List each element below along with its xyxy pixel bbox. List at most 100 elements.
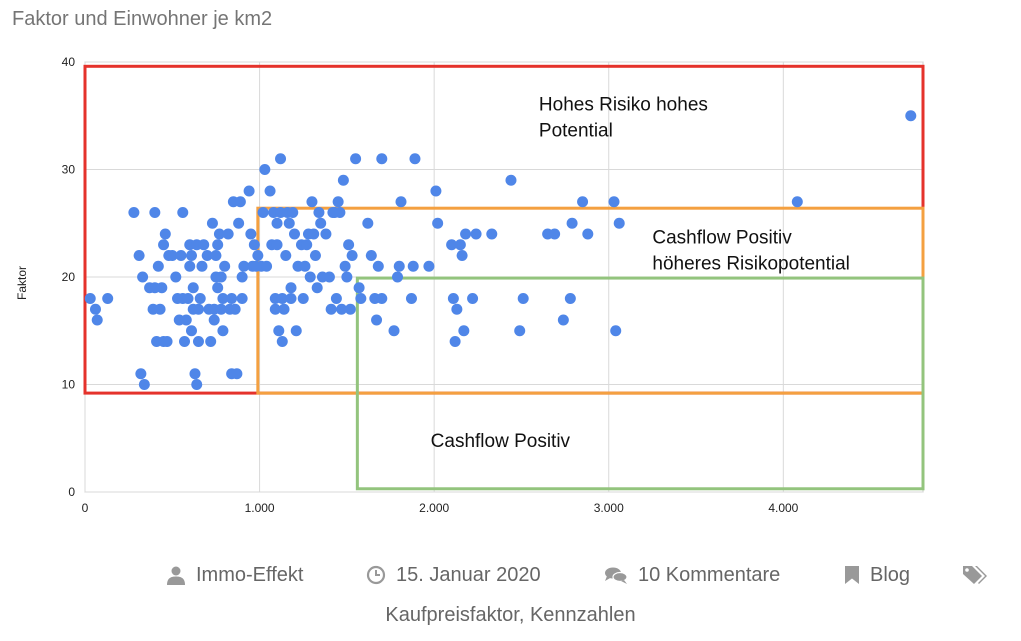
scatter-point [185,325,197,337]
x-tick-label: 4.000 [768,501,798,515]
scatter-point [205,336,217,347]
scatter-point [311,282,323,294]
x-tick-label: 3.000 [594,501,624,515]
scatter-point [201,250,213,261]
scatter-point [248,239,260,251]
scatter-point [217,325,229,337]
scatter-point [184,260,196,272]
scatter-point [213,228,225,240]
scatter-point [337,174,349,186]
scatter-point [175,250,187,261]
tag-link-kennzahlen[interactable]: Kennzahlen [529,604,636,626]
scatter-point [208,314,220,326]
scatter-point [350,153,362,165]
y-tick-label: 40 [62,55,76,69]
scatter-point [308,228,320,240]
scatter-point [323,271,335,283]
y-tick-label: 30 [62,163,76,177]
scatter-point [198,239,210,251]
scatter-point [343,239,355,251]
scatter-point [332,196,344,208]
scatter-point [376,293,388,304]
scatter-point [215,303,227,315]
scatter-point [505,174,517,186]
meta-author[interactable]: Immo-Effekt [166,560,303,590]
scatter-point [259,164,271,175]
scatter-point [285,293,297,304]
scatter-point [344,303,356,315]
scatter-point [189,368,201,380]
scatter-point [89,303,101,315]
scatter-point [102,293,114,304]
meta-comments-label[interactable]: 10 Kommentare [638,563,781,586]
scatter-point [320,228,332,240]
scatter-point [608,196,620,208]
chart-title: Faktor und Einwohner je km2 [12,8,273,30]
region-label: Cashflow Positiv [431,431,571,452]
scatter-point [269,303,281,315]
scatter-point [215,271,227,283]
scatter-point [289,228,300,240]
scatter-point [577,196,589,208]
scatter-point [290,325,302,337]
scatter-point [133,250,145,261]
scatter-point [179,336,191,347]
y-tick-label: 0 [68,485,75,499]
scatter-point [341,271,353,283]
scatter-point [154,303,166,315]
scatter-point [128,207,140,218]
scatter-point [905,110,917,122]
comments-icon [605,567,628,584]
region-box [355,276,925,491]
x-tick-label: 0 [82,501,89,515]
x-tick-label: 1.000 [245,501,275,515]
meta-comments[interactable]: 10 Kommentare [604,560,780,590]
scatter-point [336,303,348,315]
scatter-point [393,260,405,272]
scatter-point [514,325,526,337]
meta-author-label[interactable]: Immo-Effekt [196,563,304,586]
scatter-point [159,228,171,240]
scatter-point [362,217,374,229]
scatter-point [449,336,461,347]
scatter-chart: Hohes Risiko hohes Potential Cashflow Posi… [15,55,925,515]
scatter-point [276,293,288,304]
scatter-point [264,185,276,197]
scatter-point [194,293,206,304]
scatter-point [212,239,224,251]
scatter-point [330,293,342,304]
scatter-point [460,228,472,240]
tag-list: Kaufpreisfaktor, Kennzahlen [0,604,1021,627]
scatter-point [280,250,292,261]
scatter-point [334,207,346,218]
scatter-point [365,250,377,261]
tags-icon [963,566,987,584]
scatter-point [409,153,421,165]
scatter-point [238,260,250,272]
scatter-point [161,336,173,347]
scatter-point [276,336,288,347]
scatter-point [355,293,367,304]
scatter-point [271,217,283,229]
scatter-point [447,293,459,304]
user-icon [167,566,185,585]
tag-link-kaufpreisfaktor[interactable]: Kaufpreisfaktor [385,604,519,626]
region-label: Potential [539,120,613,141]
scatter-point [156,282,168,294]
scatter-point [306,196,318,208]
x-tick-label: 2.000 [419,501,449,515]
scatter-point [407,260,419,272]
scatter-point [454,239,466,251]
scatter-point [206,217,218,229]
scatter-point [353,282,365,294]
scatter-point [376,153,388,165]
clock-icon [366,565,386,585]
scatter-point [273,325,285,337]
scatter-point [261,260,273,272]
scatter-point [212,282,224,294]
meta-category[interactable]: Blog [844,560,910,590]
meta-category-label[interactable]: Blog [870,563,911,586]
scatter-point [252,250,264,261]
scatter-point [226,293,238,304]
scatter-point [152,260,164,272]
